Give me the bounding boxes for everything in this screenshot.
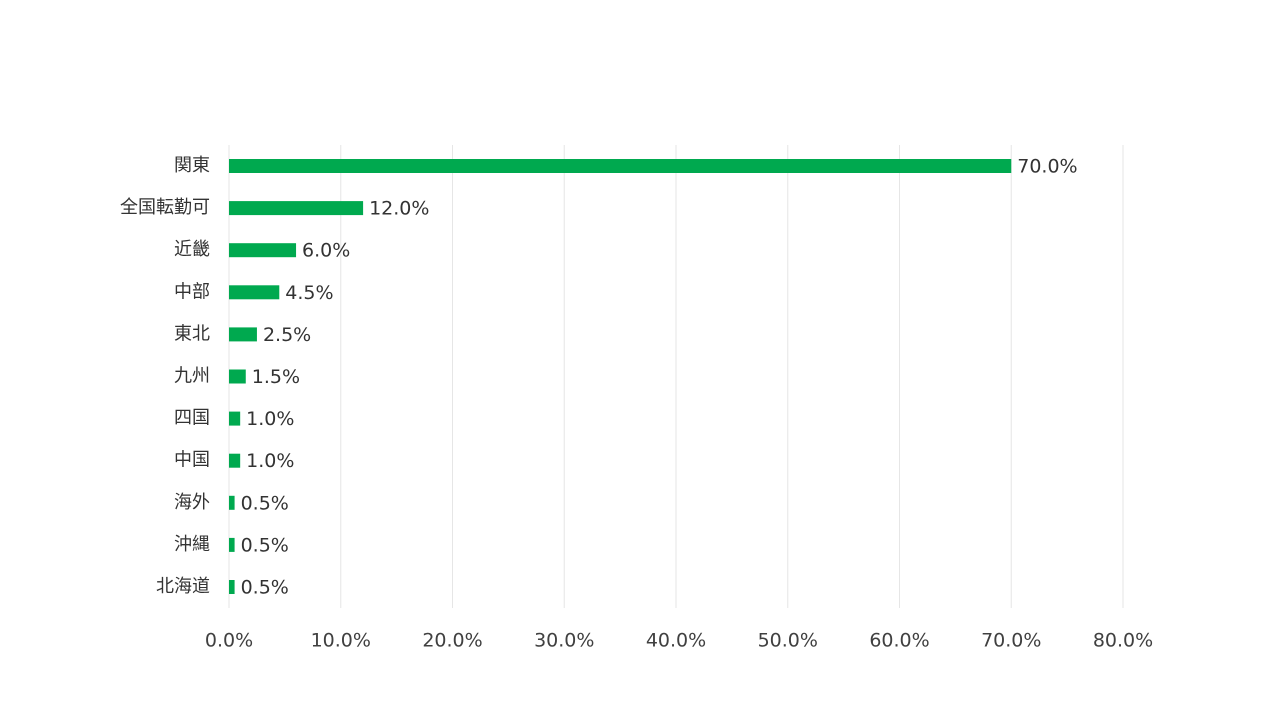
- x-tick-label: 60.0%: [869, 630, 929, 652]
- bar: [229, 159, 1012, 173]
- category-label: 東北: [174, 323, 210, 344]
- x-tick-label: 50.0%: [758, 630, 818, 652]
- value-label: 1.5%: [252, 366, 300, 388]
- category-label: 近畿: [174, 239, 210, 260]
- category-label: 中部: [174, 281, 210, 302]
- x-tick-label: 20.0%: [422, 630, 482, 652]
- value-label: 1.0%: [246, 408, 294, 430]
- category-label: 関東: [174, 155, 210, 176]
- value-label: 0.5%: [241, 534, 289, 556]
- x-tick-label: 30.0%: [534, 630, 594, 652]
- bar: [229, 285, 280, 300]
- value-labels: 70.0% 12.0% 6.0% 4.5% 2.5% 1.5% 1.0% 1.0% 0.5% 0.…: [241, 156, 1078, 599]
- x-axis-tick-labels: 0.0% 10.0% 20.0% 30.0% 40.0% 50.0% 60.0% 70.0% 8…: [205, 630, 1153, 652]
- category-label: 北海道: [156, 576, 210, 597]
- category-label: 九州: [174, 366, 210, 387]
- value-label: 70.0%: [1017, 156, 1077, 178]
- category-label: 全国転勤可: [120, 197, 210, 218]
- value-label: 1.0%: [246, 450, 294, 472]
- x-tick-label: 70.0%: [981, 630, 1041, 652]
- value-label: 12.0%: [369, 198, 429, 220]
- grid-lines: [228, 145, 1124, 608]
- value-label: 4.5%: [285, 282, 333, 304]
- bar: [229, 537, 235, 552]
- category-label: 中国: [174, 450, 210, 471]
- bars: [229, 159, 1012, 594]
- bar: [229, 580, 235, 594]
- value-label: 0.5%: [241, 577, 289, 599]
- bar: [229, 453, 241, 468]
- bar: [229, 201, 364, 216]
- x-tick-label: 80.0%: [1093, 630, 1153, 652]
- value-label: 0.5%: [241, 492, 289, 514]
- x-tick-label: 0.0%: [205, 630, 253, 652]
- category-label: 四国: [174, 408, 210, 429]
- bar: [229, 243, 297, 258]
- category-label: 沖縄: [174, 534, 210, 555]
- category-label: 海外: [174, 492, 210, 513]
- bar: [229, 327, 257, 342]
- x-tick-label: 40.0%: [646, 630, 706, 652]
- value-label: 6.0%: [302, 240, 350, 262]
- bar: [229, 369, 246, 384]
- x-tick-label: 10.0%: [311, 630, 371, 652]
- bar: [229, 411, 241, 426]
- bar: [229, 495, 235, 510]
- value-label: 2.5%: [263, 324, 311, 346]
